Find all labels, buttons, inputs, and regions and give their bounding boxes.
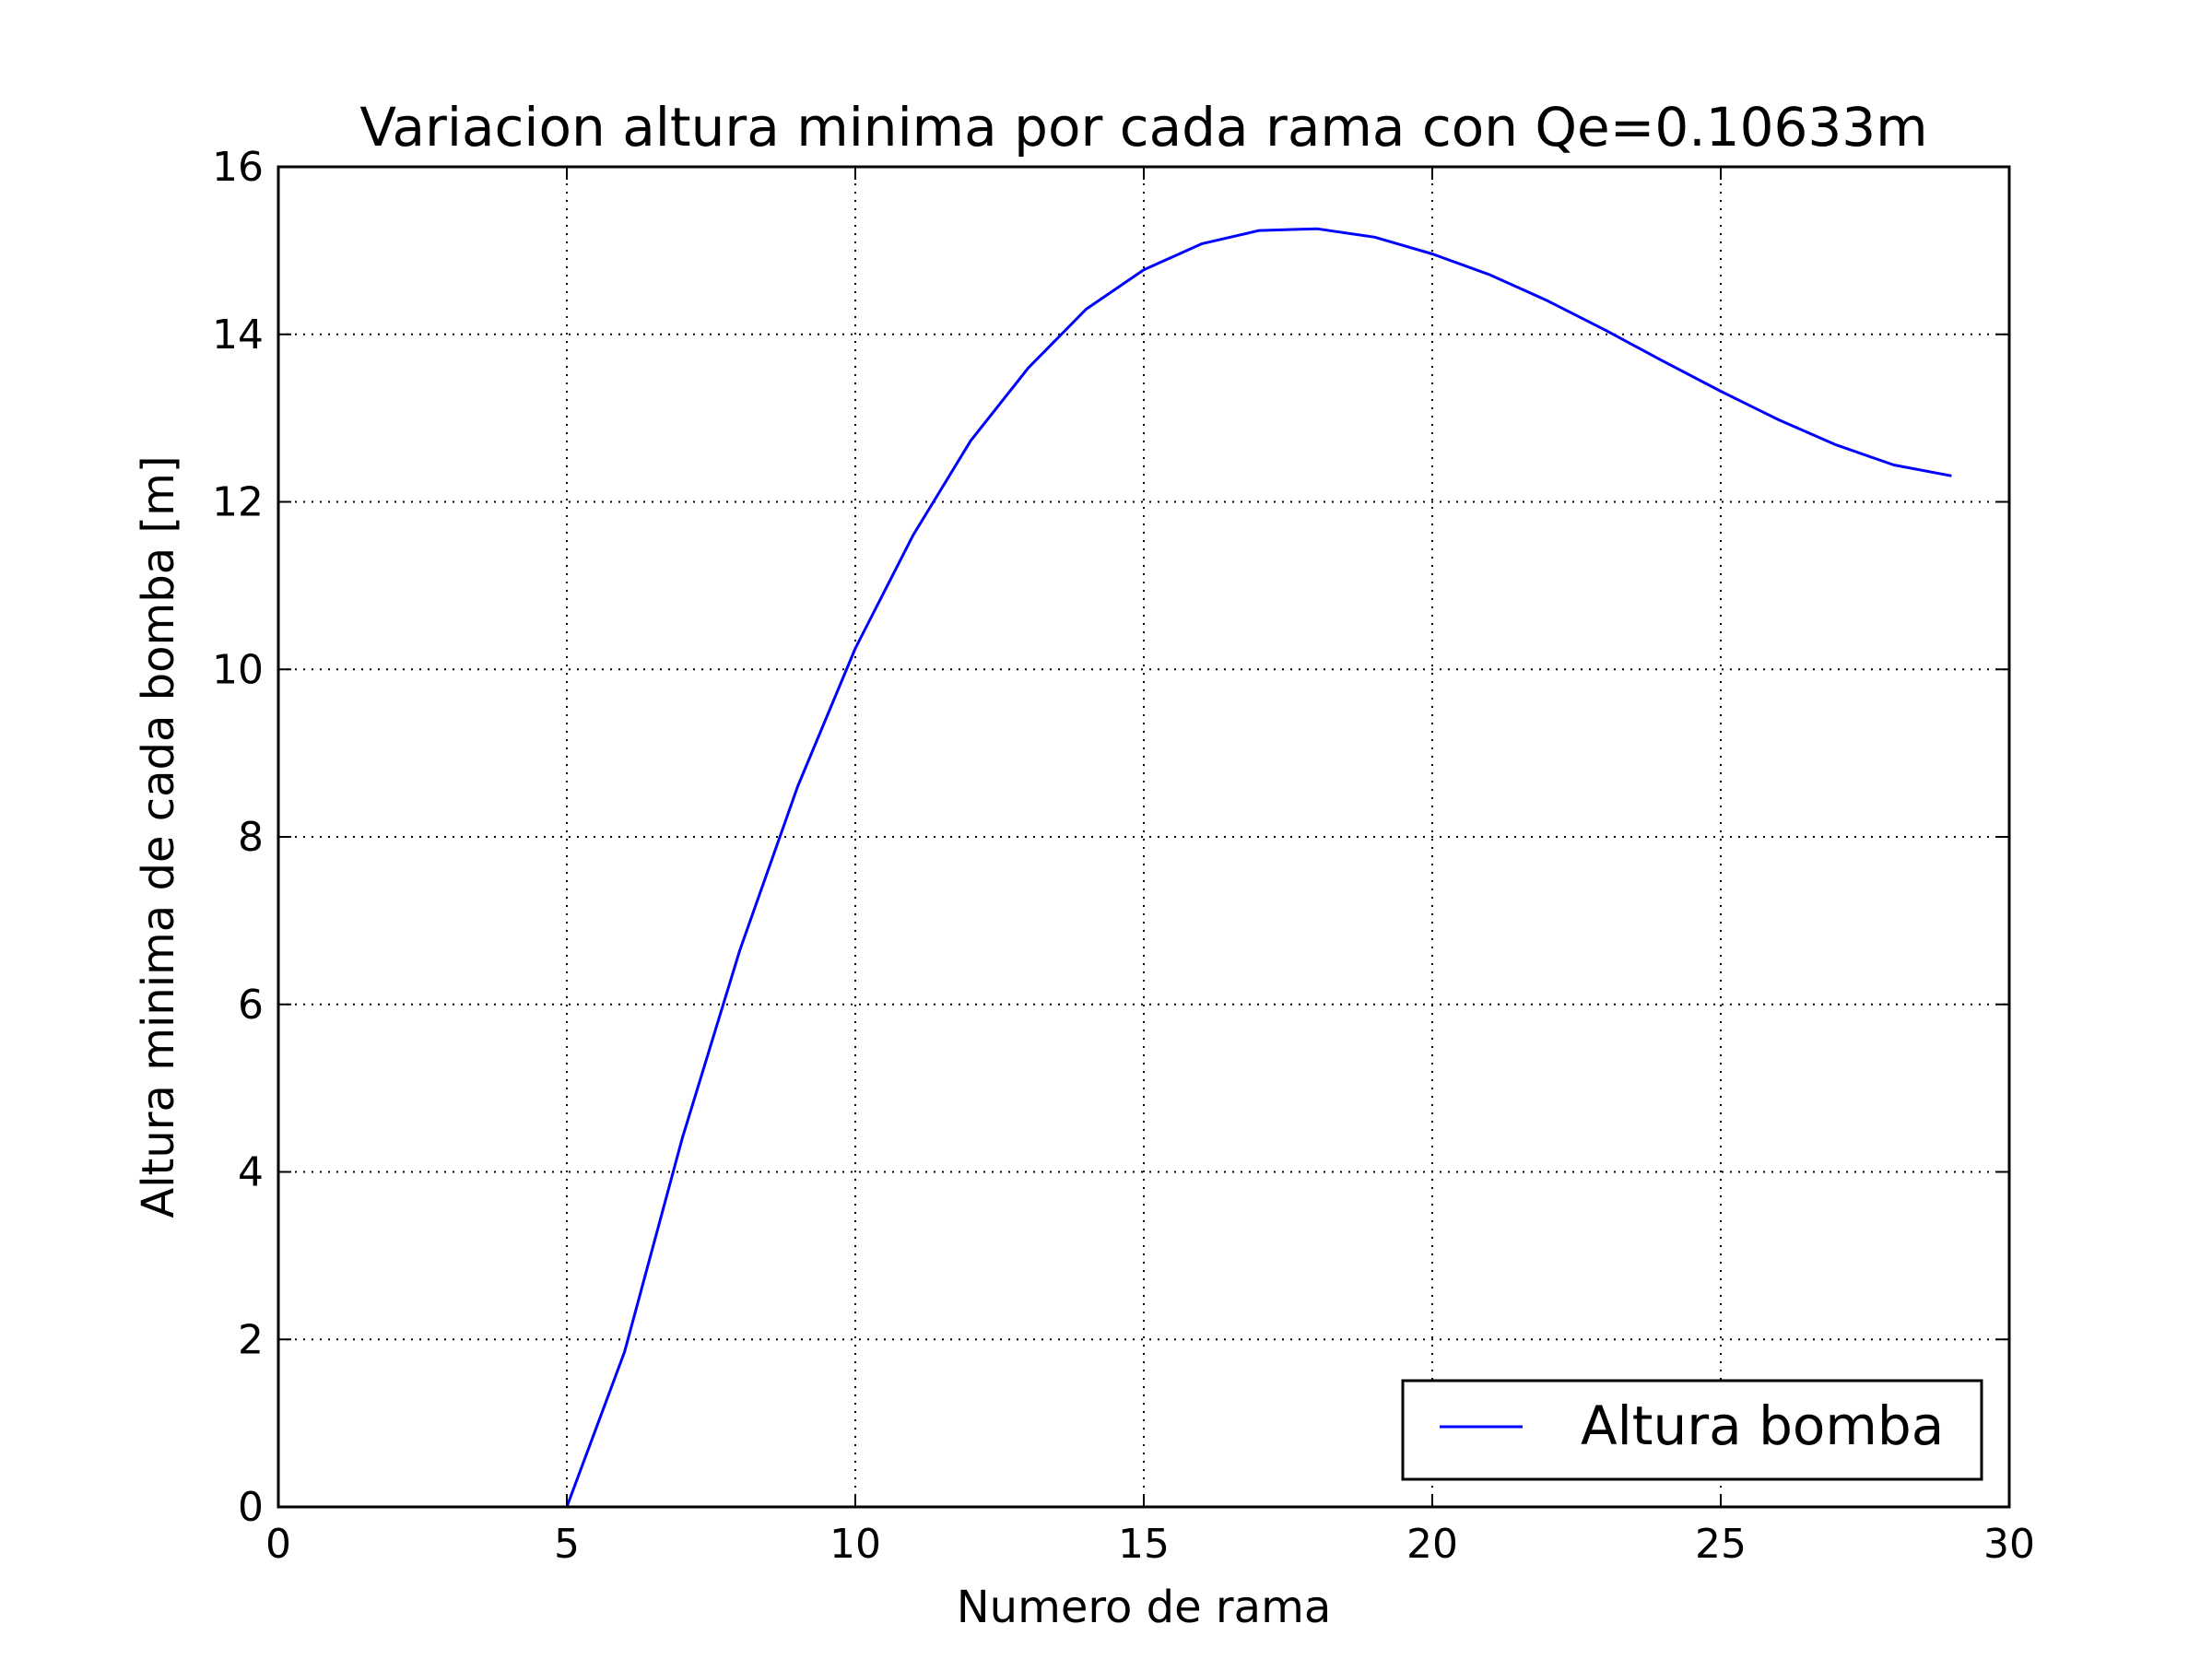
y-tick-label: 2 [238, 1316, 264, 1363]
y-tick-label: 16 [212, 144, 264, 191]
y-tick-label: 12 [212, 479, 264, 526]
y-axis-label: Altura minima de cada bomba [m] [133, 455, 184, 1218]
series-line-altura-bomba [565, 227, 1952, 1508]
x-tick-label: 0 [265, 1521, 291, 1568]
x-tick-label: 5 [554, 1521, 580, 1568]
y-tick-label: 10 [212, 646, 264, 693]
y-tick-label: 14 [212, 312, 264, 359]
legend-box [1401, 1379, 1983, 1481]
legend: Altura bomba [1401, 1379, 1983, 1481]
legend-label-altura-bomba: Altura bomba [1581, 1394, 1944, 1457]
x-tick-label: 10 [830, 1521, 881, 1568]
x-axis-label: Numero de rama [957, 1582, 1332, 1633]
x-tick-label: 20 [1406, 1521, 1458, 1568]
y-tick-label: 8 [238, 814, 264, 861]
x-tick-label: 25 [1695, 1521, 1747, 1568]
series-layer [565, 227, 1952, 1508]
x-tick-label: 15 [1118, 1521, 1170, 1568]
y-tick-label: 6 [238, 982, 264, 1029]
y-tick-label: 4 [238, 1149, 264, 1196]
y-tick-label: 0 [238, 1484, 264, 1531]
ticks: 0 5 10 15 20 25 30 0 2 4 6 8 10 12 14 16 [212, 144, 2035, 1568]
chart-title: Variacion altura minima por cada rama co… [359, 96, 1927, 159]
x-tick-label: 30 [1983, 1521, 2035, 1568]
